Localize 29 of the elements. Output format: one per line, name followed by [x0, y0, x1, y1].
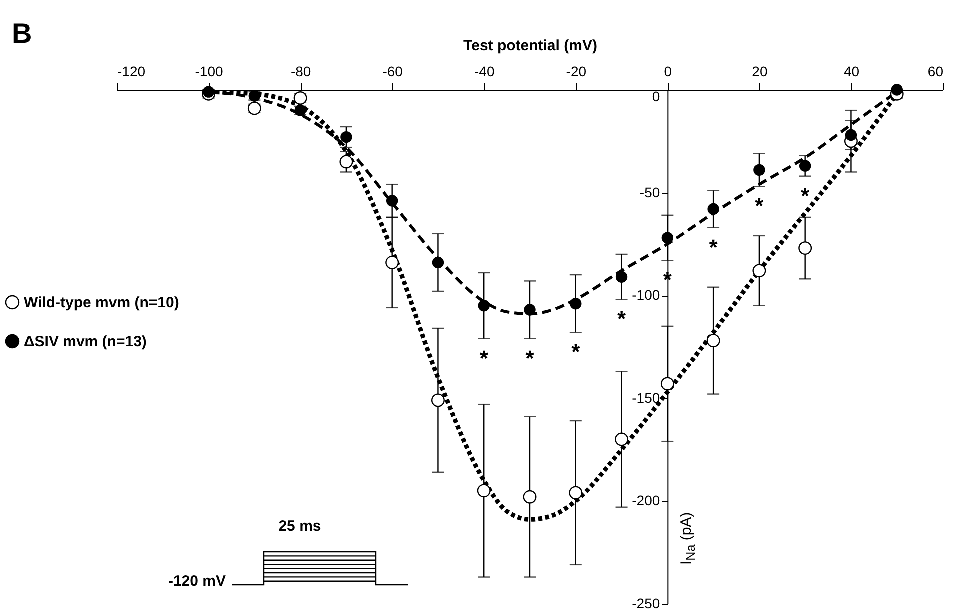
annotation: -120 mV: [167, 573, 226, 590]
annotation: *: [801, 183, 810, 208]
x-tick-label: 0: [664, 64, 672, 80]
y-tick-label: -150: [632, 390, 660, 406]
y-tick-label: 0: [652, 88, 660, 104]
x-tick-label: 40: [844, 64, 860, 80]
x-tick-label: 60: [928, 64, 944, 80]
y-tick-label: -50: [640, 184, 660, 200]
y-tick-label: -200: [632, 492, 660, 509]
annotation: *: [709, 234, 718, 260]
x-tick-label: -120: [118, 64, 146, 80]
annotation: *: [480, 346, 489, 371]
x-tick-label: -40: [474, 64, 495, 80]
y-tick-label: -250: [632, 596, 660, 612]
annotation: 25 ms: [278, 518, 322, 535]
legend-label: ΔSIV mvm (n=13): [24, 334, 147, 350]
annotation: *: [755, 194, 764, 219]
legend-label: Wild-type mvm (n=10): [24, 294, 180, 312]
y-tick-label: -100: [632, 287, 660, 304]
x-tick-label: -60: [382, 64, 404, 80]
x-tick-label: 20: [752, 64, 768, 80]
annotation: *: [526, 346, 535, 371]
annotation: *: [617, 306, 626, 332]
text: B: [12, 18, 32, 50]
x-tick-label: -80: [290, 64, 312, 80]
x-axis-title: Test potential (mV): [464, 38, 598, 54]
x-tick-label: -100: [195, 64, 224, 80]
annotation: *: [572, 340, 581, 365]
x-tick-label: -20: [566, 64, 587, 80]
